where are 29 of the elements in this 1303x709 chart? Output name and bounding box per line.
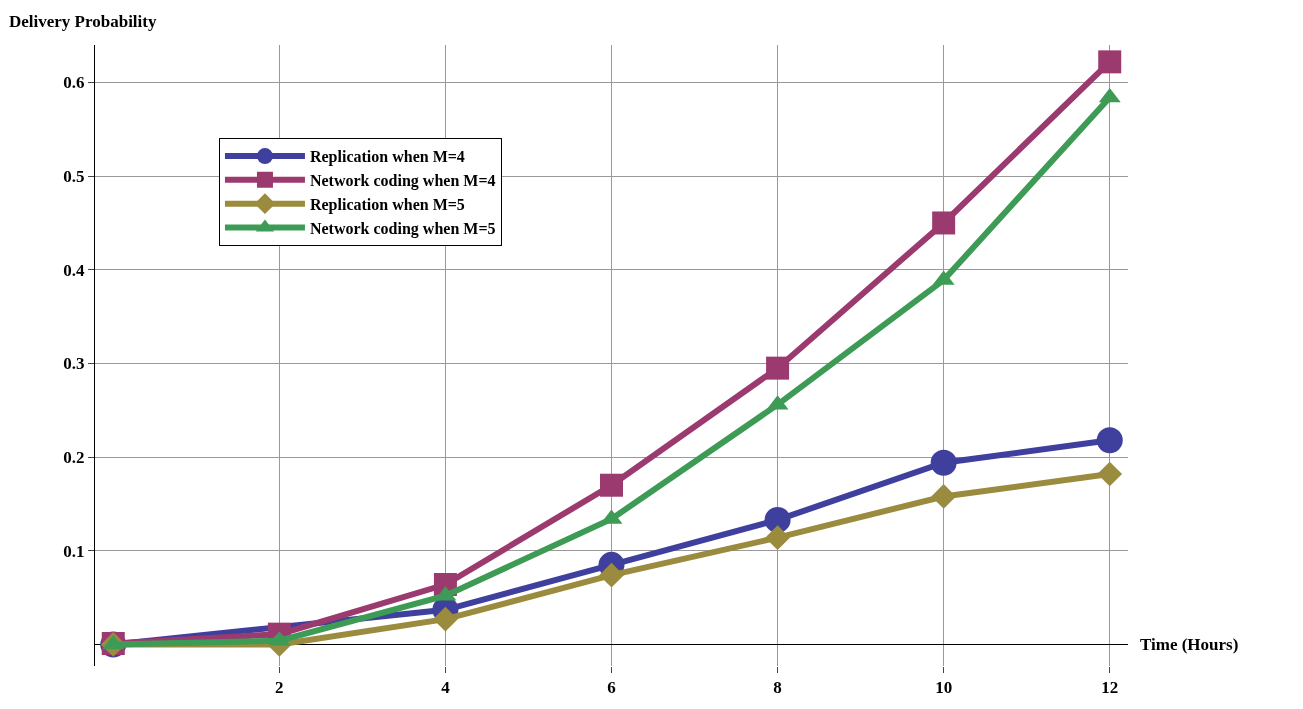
point (932, 211, 956, 235)
point (1097, 461, 1123, 487)
y-tick-label: 0.1 (63, 541, 85, 561)
legend-label: Network coding when M=4 (309, 172, 496, 191)
x-tick-label: 2 (275, 678, 284, 698)
y-tick-label: 0.5 (63, 167, 85, 187)
point (766, 356, 790, 380)
y-tick-label: 0.3 (63, 354, 85, 374)
point (931, 484, 956, 509)
point (600, 473, 623, 497)
y-tick-label: 0.6 (63, 73, 85, 93)
x-axis-title: Time (Hours) (1140, 635, 1239, 654)
legend-label: Replication when M=5 (309, 195, 465, 214)
point (1098, 50, 1122, 74)
y-tick-label: 0.4 (63, 260, 86, 280)
y-axis-title: Delivery Probability (9, 12, 157, 31)
point (1096, 427, 1123, 454)
legend-label: Replication when M=4 (309, 148, 465, 167)
x-tick-label: 6 (607, 678, 616, 698)
y-tick-label: 0.2 (63, 448, 85, 468)
x-tick-label: 10 (935, 678, 953, 698)
point (765, 525, 790, 551)
x-tick-label: 12 (1101, 678, 1119, 698)
point (433, 606, 458, 632)
point (599, 562, 624, 588)
x-tick-label: 8 (773, 678, 782, 698)
legend-label: Network coding when M=5 (309, 219, 496, 238)
x-tick-label: 4 (441, 678, 451, 698)
point (930, 449, 957, 476)
